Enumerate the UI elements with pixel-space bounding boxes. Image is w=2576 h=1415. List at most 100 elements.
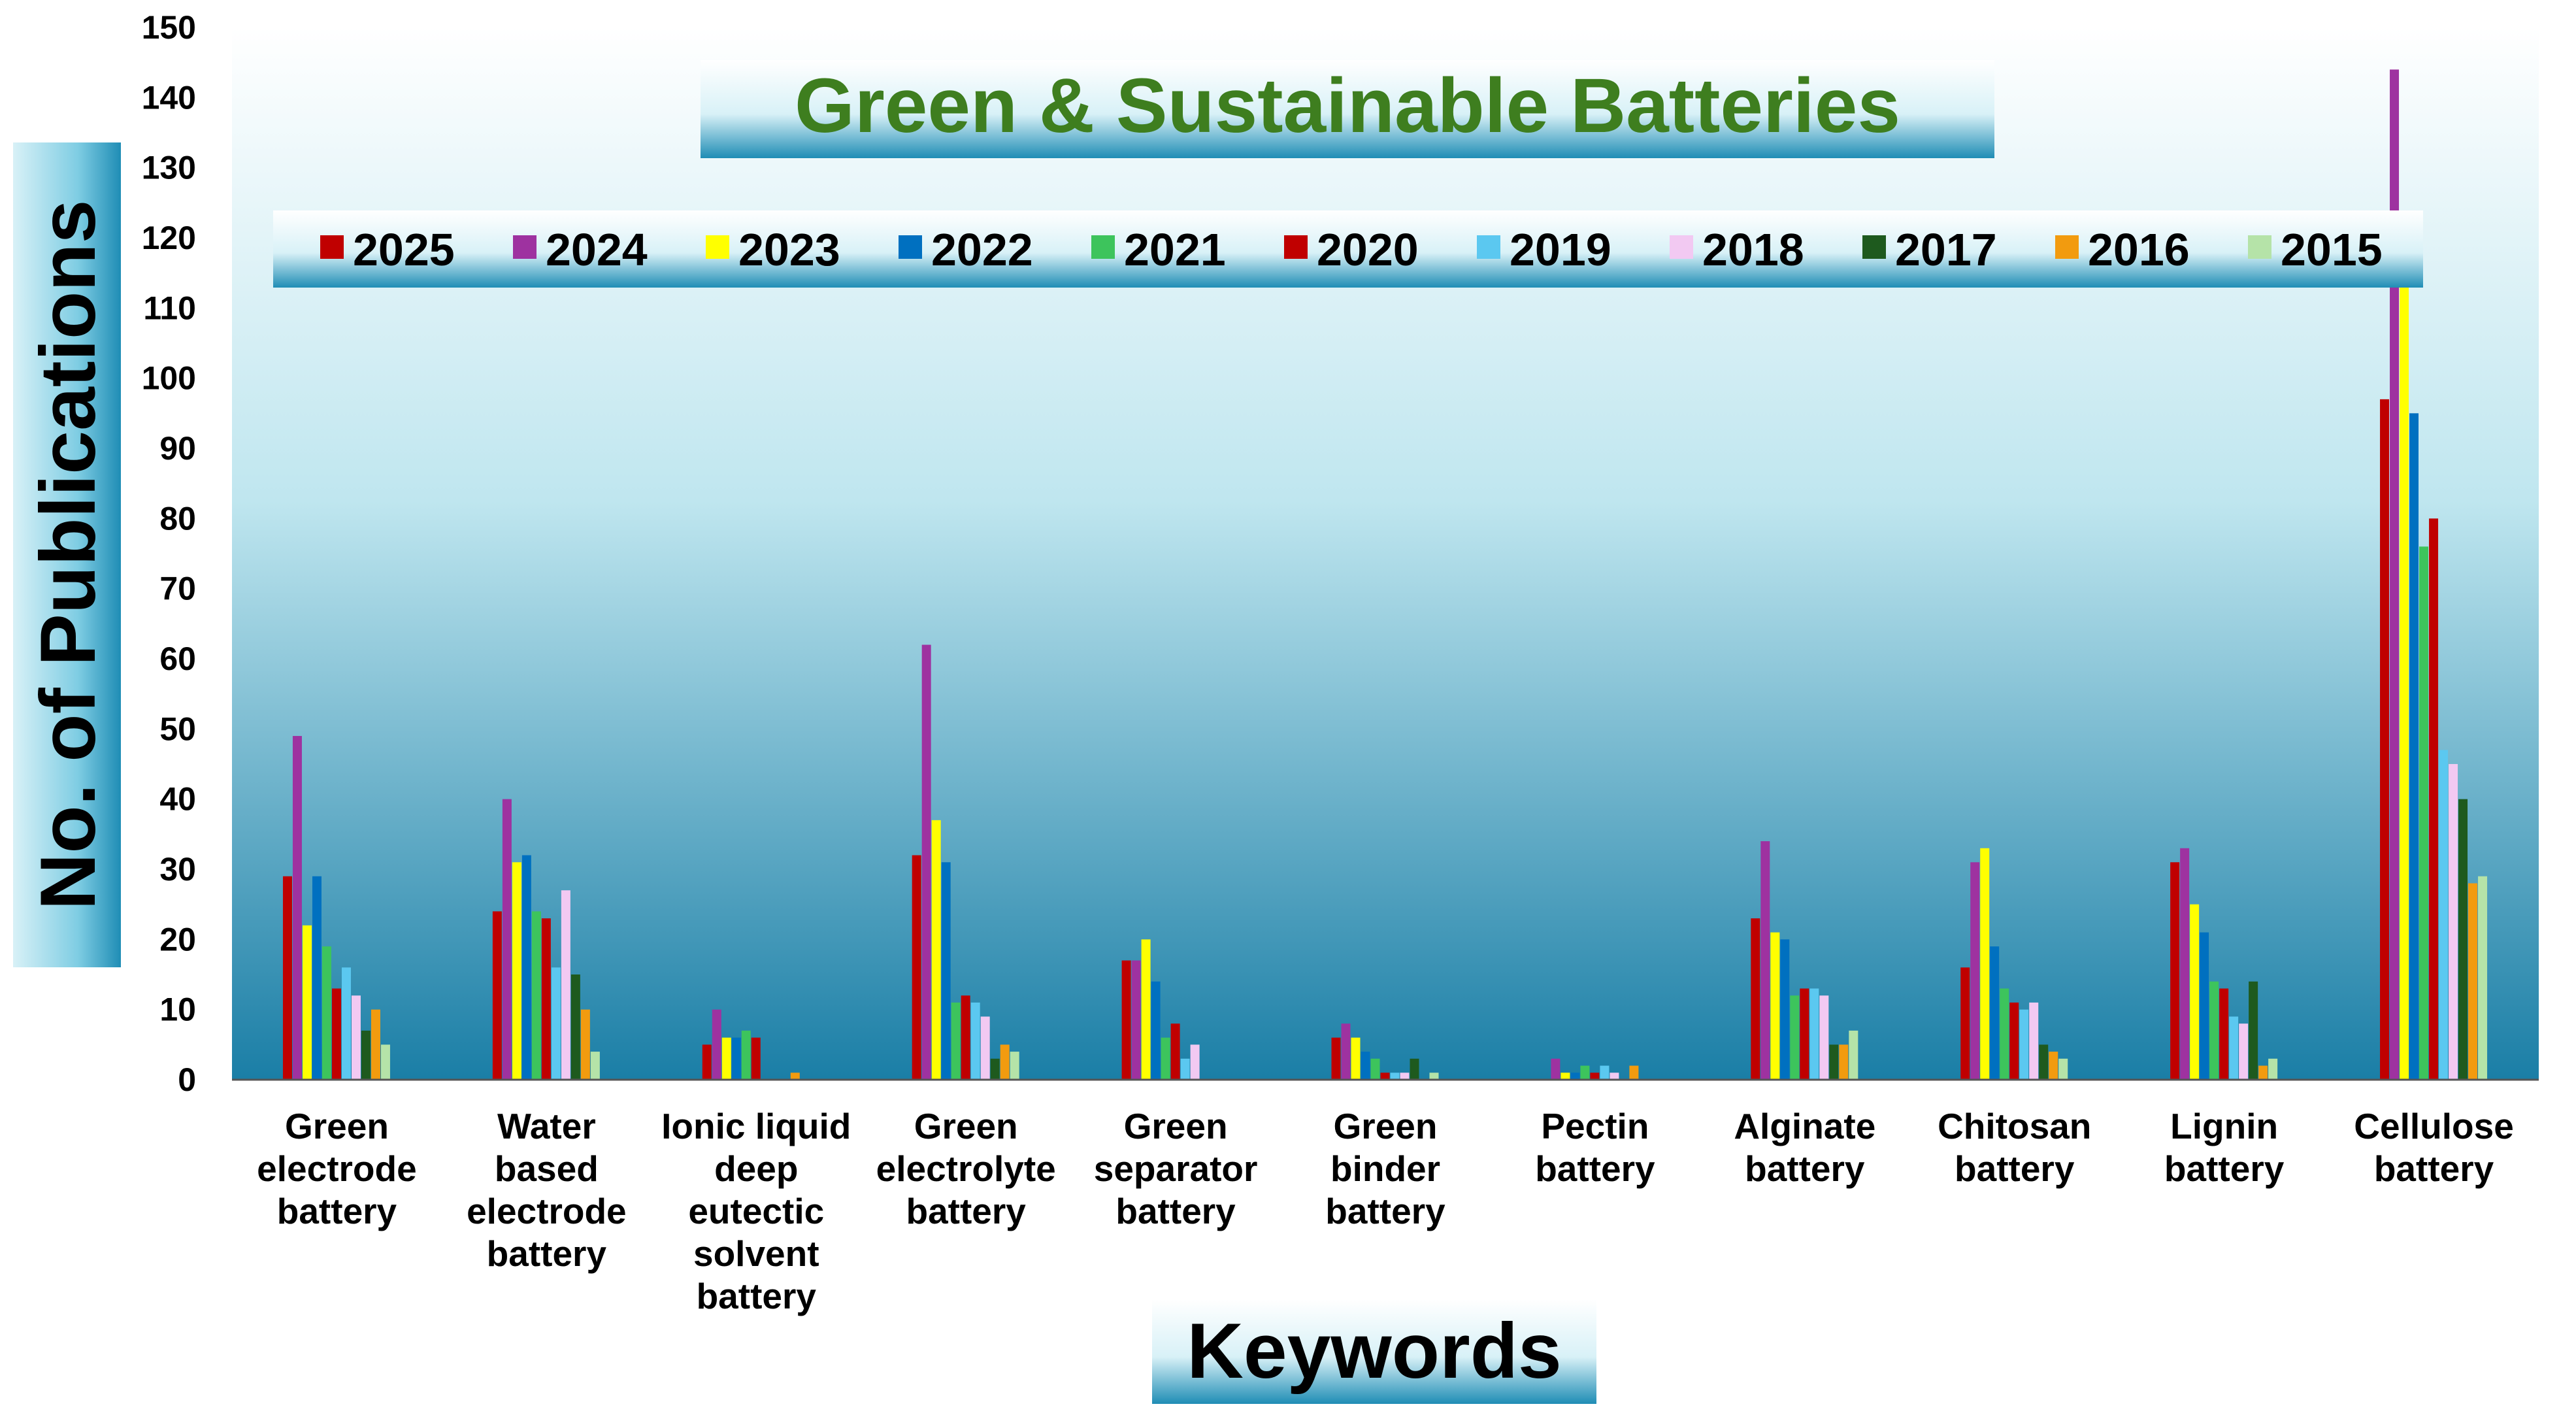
y-tick-label: 130 xyxy=(142,150,196,186)
bar xyxy=(1590,1073,1600,1080)
legend-label: 2025 xyxy=(353,224,455,275)
x-tick-label: Green electrolyte battery xyxy=(876,1106,1056,1231)
bar xyxy=(980,1016,990,1080)
bar xyxy=(2239,1024,2249,1080)
bar xyxy=(1970,862,1980,1080)
legend-label: 2015 xyxy=(2281,224,2383,275)
bar xyxy=(512,862,521,1080)
y-tick-label: 120 xyxy=(142,220,196,256)
y-tick-label: 70 xyxy=(159,571,196,607)
bar xyxy=(570,974,580,1080)
x-tick-label: Alginate battery xyxy=(1734,1106,1875,1189)
bar xyxy=(561,890,570,1080)
bar xyxy=(531,911,541,1080)
legend-item: 2022 xyxy=(899,224,1033,275)
bar xyxy=(1370,1058,1380,1080)
y-axis-ticks: 0 10 20 30 40 50 60 70 80 90 100 110 120 130 140 150 xyxy=(142,9,196,1098)
bar xyxy=(2458,799,2468,1080)
legend-label: 2023 xyxy=(738,224,840,275)
bar xyxy=(580,1009,590,1080)
bar xyxy=(341,967,351,1080)
bar xyxy=(990,1058,1000,1080)
legend-item: 2020 xyxy=(1284,224,1419,275)
legend-label: 2017 xyxy=(1895,224,1997,275)
y-tick-label: 40 xyxy=(159,781,196,818)
y-tick-label: 140 xyxy=(142,79,196,116)
bar xyxy=(351,995,361,1080)
bar xyxy=(1551,1058,1560,1080)
bar xyxy=(1151,981,1161,1080)
y-tick-label: 60 xyxy=(159,641,196,677)
bar xyxy=(2019,1009,2029,1080)
bar xyxy=(961,995,970,1080)
legend-swatch xyxy=(513,235,537,259)
x-axis-categories: Green electrode battery Water based electrode… xyxy=(257,1106,2514,1316)
y-tick-label: 20 xyxy=(159,921,196,957)
bar xyxy=(1839,1044,1849,1080)
legend-item: 2017 xyxy=(1862,224,1997,275)
x-tick-label: Water based electrode battery xyxy=(467,1106,627,1274)
bars xyxy=(282,69,2488,1080)
bar xyxy=(1161,1037,1170,1080)
bar xyxy=(1960,967,1970,1080)
bar xyxy=(2180,848,2190,1080)
bar xyxy=(2049,1052,2058,1080)
bar xyxy=(1341,1024,1351,1080)
bar xyxy=(1121,960,1131,1080)
bar xyxy=(502,799,512,1080)
legend-item: 2023 xyxy=(706,224,840,275)
x-tick-label: Green separator battery xyxy=(1094,1106,1258,1231)
bar xyxy=(2419,546,2429,1080)
bar xyxy=(590,1052,600,1080)
bar xyxy=(1610,1073,1619,1080)
bar xyxy=(1580,1065,1590,1080)
x-tick-label: Chitosan battery xyxy=(1938,1106,2091,1189)
x-tick-label: Ionic liquid deep eutectic solvent battery xyxy=(661,1106,851,1316)
bar xyxy=(2449,764,2458,1080)
bar xyxy=(2268,1058,2278,1080)
bar xyxy=(1809,988,1819,1080)
bar xyxy=(2409,413,2419,1080)
bar xyxy=(331,988,341,1080)
bar xyxy=(1629,1065,1639,1080)
y-axis-label: No. of Publications xyxy=(24,200,112,910)
legend-item: 2019 xyxy=(1477,224,1611,275)
legend-swatch xyxy=(2055,235,2079,259)
legend-swatch xyxy=(1284,235,1308,259)
bar xyxy=(541,918,551,1080)
legend-item: 2015 xyxy=(2248,224,2383,275)
bar xyxy=(292,736,302,1080)
y-tick-label: 100 xyxy=(142,360,196,397)
bar xyxy=(1800,988,1809,1080)
plot-area xyxy=(232,27,2539,1080)
bar xyxy=(361,1030,371,1080)
legend-swatch xyxy=(1862,235,1886,259)
y-tick-label: 80 xyxy=(159,500,196,537)
bar xyxy=(1770,932,1780,1080)
bar xyxy=(2468,883,2478,1080)
legend: 2025 2024 2023 2022 2021 2020 2019 2018 2017 2016… xyxy=(273,210,2423,288)
bar xyxy=(1751,918,1760,1080)
y-tick-label: 90 xyxy=(159,430,196,467)
bar xyxy=(1010,1052,1019,1080)
bar xyxy=(2229,1016,2239,1080)
bar xyxy=(1790,995,1800,1080)
x-axis-label: Keywords xyxy=(1187,1307,1562,1395)
bar xyxy=(1141,939,1151,1080)
bar xyxy=(951,1002,961,1080)
legend-item: 2018 xyxy=(1670,224,1804,275)
bar xyxy=(1429,1073,1439,1080)
bar xyxy=(2380,399,2390,1080)
bar xyxy=(1760,841,1770,1080)
bar xyxy=(2190,904,2200,1080)
legend-item: 2016 xyxy=(2055,224,2190,275)
bar xyxy=(912,855,921,1080)
y-tick-label: 110 xyxy=(143,290,196,326)
bar xyxy=(2029,1002,2039,1080)
bar xyxy=(302,925,312,1080)
legend-swatch xyxy=(899,235,922,259)
bar xyxy=(1131,960,1141,1080)
bar xyxy=(1570,1073,1580,1080)
bar xyxy=(702,1044,712,1080)
